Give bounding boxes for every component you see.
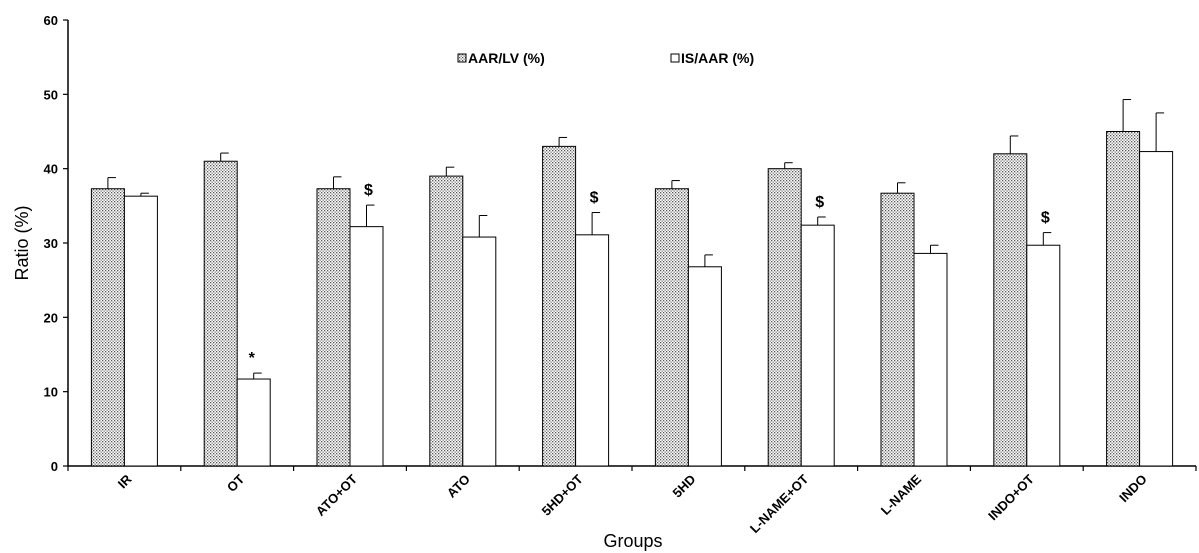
bar	[90, 188, 125, 467]
significance-marker: $	[590, 190, 599, 207]
bar	[203, 160, 238, 467]
bar	[993, 153, 1028, 467]
x-tick-label: IR	[115, 471, 135, 491]
y-tick-label: 0	[51, 459, 58, 474]
bar	[1026, 244, 1061, 467]
significance-marker: $	[815, 194, 824, 211]
x-axis: IR OT ATO+OT ATO 5HD+OT 5HD L-NAME+OT L-NAME IND…	[67, 465, 1197, 536]
y-axis-title: Ratio (%)	[12, 205, 32, 280]
legend-label: AAR/LV (%)	[468, 50, 545, 66]
bar	[800, 224, 835, 467]
x-tick-label: L-NAME+OT	[747, 471, 812, 536]
x-tick-label: 5HD	[670, 472, 699, 501]
significance-markers: * $ $ $ $	[249, 182, 1050, 367]
bar	[654, 188, 689, 467]
y-axis: 0 10 20 30 40 50 60	[44, 13, 69, 474]
legend-label: IS/AAR (%)	[681, 50, 754, 66]
x-tick-label: ATO+OT	[313, 471, 360, 518]
bar	[1106, 131, 1141, 467]
bar	[123, 195, 158, 467]
y-tick-label: 10	[44, 385, 58, 400]
x-tick-label: ATO	[444, 472, 473, 501]
legend-swatch	[457, 53, 467, 63]
legend-swatch	[670, 53, 680, 63]
x-tick-label: INDO+OT	[985, 471, 1037, 523]
x-tick-label: L-NAME	[878, 471, 925, 518]
bar	[913, 252, 948, 467]
bar	[542, 145, 577, 467]
x-axis-title: Groups	[603, 531, 662, 551]
significance-marker: *	[249, 350, 256, 367]
bar	[236, 378, 271, 467]
y-tick-label: 40	[44, 162, 58, 177]
x-tick-label: OT	[224, 471, 247, 494]
bar	[767, 168, 802, 467]
x-tick-label: INDO	[1116, 472, 1150, 506]
y-tick-label: 30	[44, 236, 58, 251]
bar	[429, 175, 464, 467]
significance-marker: $	[364, 182, 373, 199]
bar	[575, 234, 610, 467]
bar	[349, 226, 384, 467]
y-tick-label: 60	[44, 13, 58, 28]
bar	[1139, 151, 1174, 467]
bar	[462, 236, 497, 467]
legend: AAR/LV (%) IS/AAR (%)	[457, 50, 754, 66]
x-tick-label: 5HD+OT	[539, 471, 586, 518]
bars	[90, 131, 1174, 467]
y-tick-label: 50	[44, 87, 58, 102]
bar	[687, 266, 722, 467]
bar	[880, 192, 915, 467]
significance-marker: $	[1041, 210, 1050, 227]
error-bars	[107, 99, 1165, 380]
bar	[316, 188, 351, 467]
y-tick-label: 20	[44, 310, 58, 325]
